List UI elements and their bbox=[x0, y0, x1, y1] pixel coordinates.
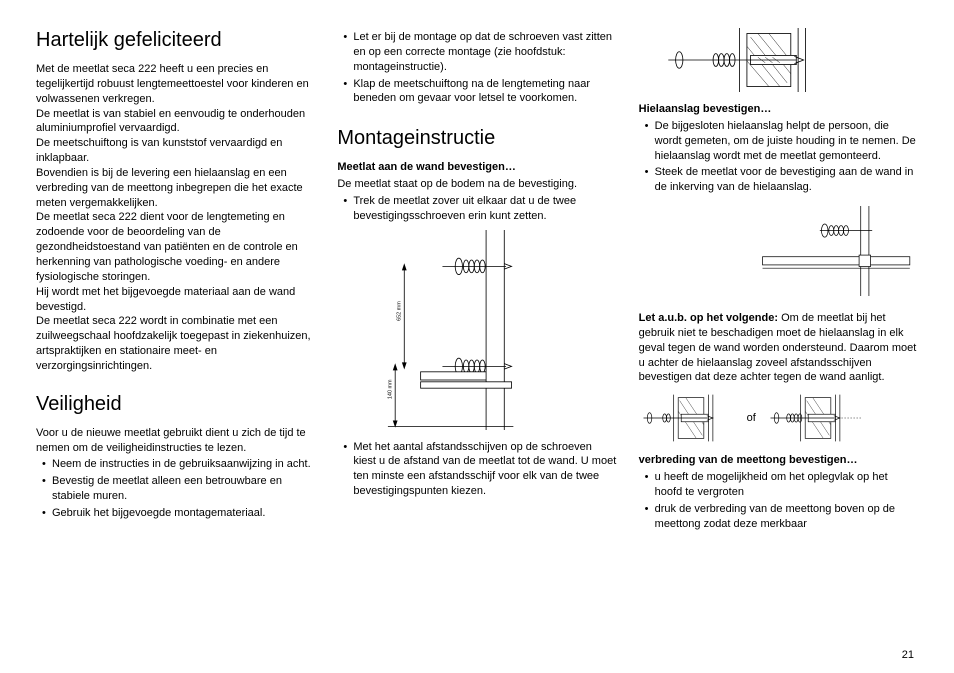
subhead-tongue-widen: verbreding van de meettong bevestigen… bbox=[639, 453, 918, 468]
list-item: Klap de meetschuiftong na de lengtemetin… bbox=[337, 77, 616, 107]
list-item: Neem de instructies in de gebruiksaanwij… bbox=[36, 457, 315, 472]
list-item: Met het aantal afstandsschijven op de sc… bbox=[337, 440, 616, 499]
list-item: Steek de meetlat voor de bevestiging aan… bbox=[639, 165, 918, 195]
dim-lower: 140 mm bbox=[388, 379, 394, 399]
subhead-mount-wall: Meetlat aan de wand bevestigen… bbox=[337, 160, 616, 175]
para: Hij wordt met het bijgevoegde materiaal … bbox=[36, 285, 315, 315]
note-bold: Let a.u.b. op het volgende: bbox=[639, 312, 781, 324]
list-item: Let er bij de montage op dat de schroeve… bbox=[337, 30, 616, 75]
para: De meetschuiftong is van kunststof verva… bbox=[36, 136, 315, 166]
intro-paragraphs: Met de meetlat seca 222 heeft u een prec… bbox=[36, 62, 315, 374]
column-3: Hielaanslag bevestigen… De bijgesloten h… bbox=[639, 28, 918, 653]
heading-safety: Veiligheid bbox=[36, 392, 315, 416]
list-item: Trek de meetlat zover uit elkaar dat u d… bbox=[337, 194, 616, 224]
montage-list-2: Met het aantal afstandsschijven op de sc… bbox=[337, 440, 616, 499]
list-item: druk de verbreding van de meettong boven… bbox=[639, 502, 918, 532]
montage-list-1: Trek de meetlat zover uit elkaar dat u d… bbox=[337, 194, 616, 224]
dim-upper: 652 mm bbox=[397, 300, 403, 320]
tongue-list: u heeft de mogelijkheid om het oplegvlak… bbox=[639, 470, 918, 531]
para: De meetlat staat op de bodem na de beves… bbox=[337, 177, 616, 192]
note-para: Let a.u.b. op het volgende: Om de meetla… bbox=[639, 311, 918, 385]
safety-list-cont: Let er bij de montage op dat de schroeve… bbox=[337, 30, 616, 106]
column-2: Let er bij de montage op dat de schroeve… bbox=[337, 28, 616, 653]
para: Met de meetlat seca 222 heeft u een prec… bbox=[36, 62, 315, 107]
para: Bovendien is bij de levering een hielaan… bbox=[36, 166, 315, 211]
para: Voor u de nieuwe meetlat gebruikt dient … bbox=[36, 426, 315, 456]
heading-montage: Montageinstructie bbox=[337, 126, 616, 150]
page-number: 21 bbox=[902, 649, 914, 661]
para: De meetlat is van stabiel en eenvoudig t… bbox=[36, 107, 315, 137]
label-or: of bbox=[747, 412, 756, 424]
anchor-variant-a bbox=[639, 393, 737, 443]
list-item: De bijgesloten hielaanslag helpt de pers… bbox=[639, 119, 918, 164]
para: De meetlat seca 222 dient voor de lengte… bbox=[36, 210, 315, 284]
safety-list: Neem de instructies in de gebruiksaanwij… bbox=[36, 457, 315, 520]
figure-anchor-top bbox=[639, 28, 918, 92]
column-1: Hartelijk gefeliciteerd Met de meetlat s… bbox=[36, 28, 315, 653]
figure-heel-plate bbox=[639, 201, 918, 301]
heel-list: De bijgesloten hielaanslag helpt de pers… bbox=[639, 119, 918, 195]
list-item: Bevestig de meetlat alleen een betrouwba… bbox=[36, 474, 315, 504]
list-item: u heeft de mogelijkheid om het oplegvlak… bbox=[639, 470, 918, 500]
heading-congrats: Hartelijk gefeliciteerd bbox=[36, 28, 315, 52]
figure-anchor-variants: of bbox=[639, 393, 918, 443]
anchor-variant-b bbox=[766, 393, 864, 443]
para: De meetlat seca 222 wordt in combinatie … bbox=[36, 314, 315, 373]
subhead-heel-stop: Hielaanslag bevestigen… bbox=[639, 102, 918, 117]
page-columns: Hartelijk gefeliciteerd Met de meetlat s… bbox=[36, 28, 918, 653]
figure-wall-mount: 652 mm 140 mm bbox=[337, 230, 616, 430]
list-item: Gebruik het bijgevoegde montagemateriaal… bbox=[36, 506, 315, 521]
